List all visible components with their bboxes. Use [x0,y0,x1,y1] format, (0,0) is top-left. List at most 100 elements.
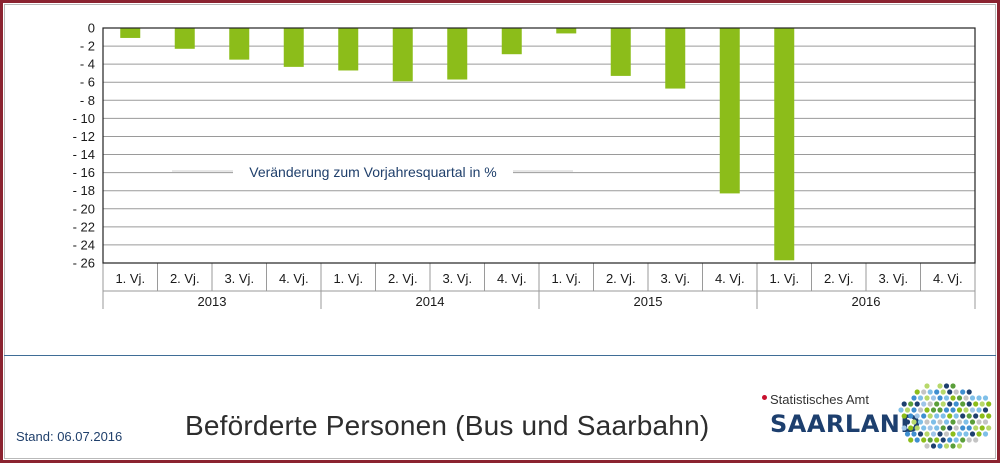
y-tick-label: - 10 [73,111,95,126]
y-tick-label: - 14 [73,147,95,162]
logo-map-dot [924,431,930,437]
logo-map-dot [956,419,963,425]
x-category-label: 4. Vj. [279,271,309,286]
logo-map-dot [914,437,920,443]
logo-map-dot [973,401,979,407]
logo-map-dot [904,419,911,425]
logo-map-dot [924,419,930,425]
bar [665,28,686,89]
logo-map-dot [963,395,969,401]
grid-lines [103,45,975,246]
y-tick-label: - 18 [73,183,95,198]
y-axis-ticks: 0 - 2 - 4 - 6 - 8 - 10 - 12 - 14 - 16 - 18 - 20 - 2… [73,21,95,271]
bar [610,28,631,76]
x-category-label: 2. Vj. [388,271,418,286]
logo-map-dot [966,401,972,407]
logo-map-dot [940,425,946,431]
logo-map-dot [943,383,950,389]
logo-map-dot [901,425,907,431]
logo-map-dot [953,425,959,431]
bar [338,28,359,71]
logo-map-dot [940,413,946,419]
y-tick-label: - 6 [80,75,95,90]
logo-map-dot [914,389,920,395]
logo-map-dot [898,407,904,413]
logo-map-dot [969,419,976,425]
x-category-label: 1. Vj. [769,271,799,286]
y-tick-label: 0 [88,21,95,36]
page-title: Beförderte Personen (Bus und Saarbahn) [185,410,710,441]
logo-map-dot [901,401,907,407]
year-label: 2013 [198,294,227,309]
logo-map-dot [943,395,950,401]
logo-map-dot [953,389,959,395]
y-tick-label: - 2 [80,39,95,54]
y-tick-label: - 26 [73,256,95,271]
logo-map-dot [927,401,933,407]
logo-map-dot [979,413,985,419]
y-tick-label: - 24 [73,237,95,252]
logo-map-dot [914,401,920,407]
logo-map-dot [921,437,927,443]
logo-map-dot [982,407,989,413]
x-category-label: 1. Vj. [115,271,145,286]
bar [229,28,250,60]
logo-map-dot [924,407,930,413]
x-category-label: 2. Vj. [606,271,636,286]
logo-map-dot [950,443,956,449]
logo-map-dot [937,419,943,425]
y-tick-label: - 8 [80,93,95,108]
logo-map-dot [934,401,940,407]
x-category-label: 2. Vj. [824,271,854,286]
bar [174,28,195,49]
logo-map-dot [982,419,989,425]
logo-map-dot [947,401,953,407]
logo-map-dot [908,401,914,407]
logo-map-dot [927,413,933,419]
logo-map-dot [966,413,972,419]
bar [774,28,795,261]
logo-map-dot [947,413,953,419]
logo-map-dot [930,431,937,437]
annotation-text: Veränderung zum Vorjahresquartal in % [249,164,496,180]
y-tick-label: - 20 [73,201,95,216]
logo-map-dot [930,419,937,425]
logo-map-dot [947,389,953,395]
x-category-label: 1. Vj. [333,271,363,286]
logo-map-dot [979,425,985,431]
logo-map-dot [956,443,963,449]
chart-panel [4,4,996,459]
logo-map-dot [966,389,972,395]
logo-map-dot [911,395,917,401]
year-label: 2014 [416,294,445,309]
x-category-label: 1. Vj. [551,271,581,286]
logo-map-dot [930,395,937,401]
bar [120,28,141,38]
logo-map-dot [960,425,966,431]
logo-map-dot [950,407,956,413]
bar [719,28,740,194]
logo-map-dot [956,395,963,401]
logo-map-dot [904,407,911,413]
bar [501,28,522,55]
logo-map-dot [986,401,992,407]
logo-map-dot [943,443,950,449]
bar [392,28,413,82]
logo-map-dot [956,431,963,437]
logo-map-dot [908,413,914,419]
x-category-label: 4. Vj. [933,271,963,286]
logo-map-dot [908,437,914,443]
logo-map-dot [940,389,946,395]
logo-map-dot [953,437,959,443]
bars [120,28,795,261]
y-tick-label: - 4 [80,57,95,72]
logo-map-dot [937,395,943,401]
logo-map-dot [937,383,943,389]
logo-map-dot [960,389,966,395]
logo-map-dot [969,407,976,413]
logo-map-dot [950,419,956,425]
logo-map-dot [947,425,953,431]
logo-map-dot [924,383,930,389]
